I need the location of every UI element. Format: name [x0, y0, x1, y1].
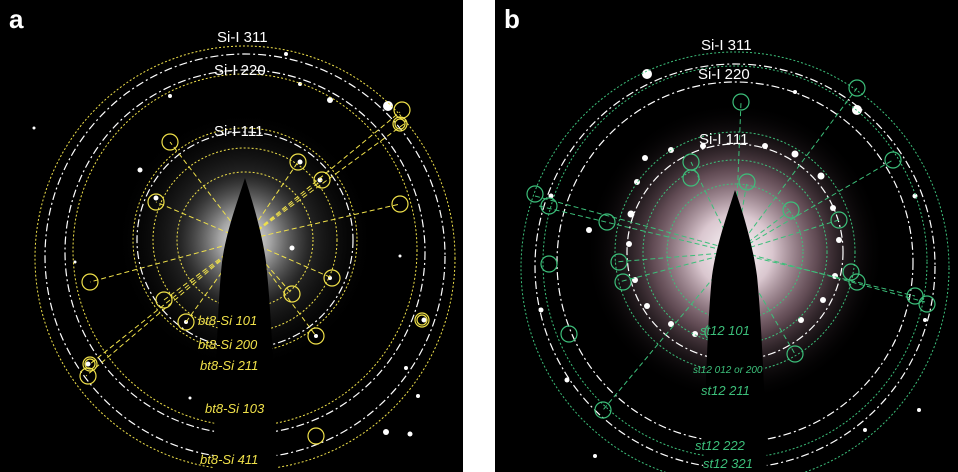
- label-si-220: Si-I 220: [214, 62, 266, 79]
- label-st12-012-200: st12 012 or 200: [693, 365, 763, 376]
- panel-a: a: [0, 0, 463, 472]
- label-st12-222: st12 222: [695, 438, 746, 453]
- ring-si-111: [626, 143, 844, 361]
- label-si-220: Si-I 220: [698, 66, 750, 83]
- si-labels: Si-I 311 Si-I 220 Si-I 111: [698, 37, 752, 148]
- beam-stopper: [703, 190, 767, 472]
- label-bt8-211: bt8-Si 211: [200, 358, 258, 373]
- ring-si-111: [136, 131, 354, 349]
- label-si-311: Si-I 311: [701, 37, 752, 54]
- label-si-111: Si-I 111: [699, 131, 748, 148]
- bt8-labels: bt8-Si 101 bt8-Si 200 bt8-Si 211 bt8-Si …: [198, 313, 265, 467]
- panel-b: b: [495, 0, 958, 472]
- label-bt8-101: bt8-Si 101: [198, 313, 257, 328]
- spot-markers: [79, 101, 430, 445]
- beam-stopper: [213, 178, 277, 472]
- spot-markers: [526, 79, 936, 419]
- diffraction-spots: [32, 52, 427, 437]
- label-st12-321: st12 321: [703, 456, 753, 471]
- label-si-311: Si-I 311: [217, 29, 268, 46]
- st12-labels: st12 101 st12 012 or 200 st12 211 st12 2…: [693, 323, 763, 471]
- panel-a-letter: a: [9, 4, 24, 34]
- label-bt8-200: bt8-Si 200: [198, 337, 258, 352]
- si-labels: Si-I 311 Si-I 220 Si-I 111: [214, 29, 268, 140]
- label-bt8-411: bt8-Si 411: [200, 452, 258, 467]
- label-bt8-103: bt8-Si 103: [205, 401, 265, 416]
- label-st12-211: st12 211: [701, 383, 750, 398]
- diffraction-pattern-a: Si-I 311 Si-I 220 Si-I 111 bt8-Si 101 bt…: [0, 0, 463, 472]
- label-st12-101: st12 101: [700, 323, 750, 338]
- diffraction-pattern-b: Si-I 311 Si-I 220 Si-I 111 st12 101 st12…: [495, 0, 958, 472]
- label-si-111: Si-I 111: [214, 123, 263, 140]
- panel-b-letter: b: [504, 4, 520, 34]
